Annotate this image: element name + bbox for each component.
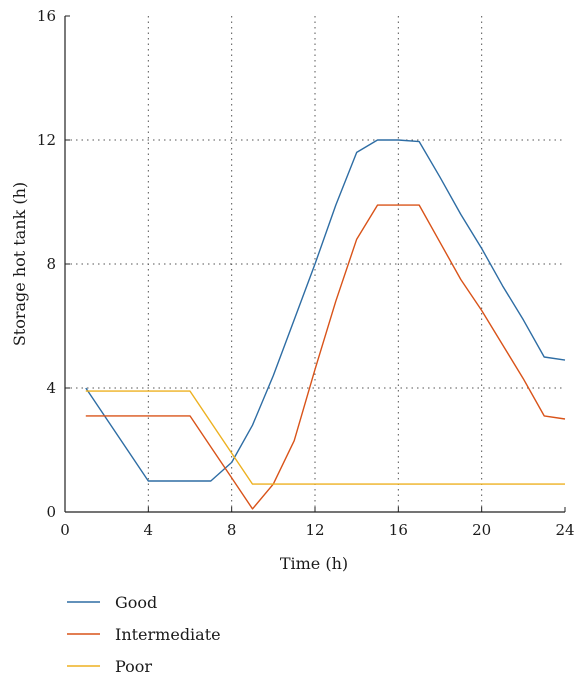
x-tick-label: 16	[389, 521, 408, 539]
x-tick-label: 8	[227, 521, 237, 539]
x-tick-label: 20	[472, 521, 491, 539]
legend: Good Intermediate Poor	[67, 593, 221, 676]
series-layer	[85, 139, 566, 510]
x-tick-label: 12	[305, 521, 324, 539]
legend-label-good: Good	[115, 593, 157, 612]
x-axis-title: Time (h)	[280, 554, 348, 573]
legend-item-good: Good	[67, 593, 157, 612]
x-tick-label: 4	[144, 521, 154, 539]
x-tick-label: 0	[60, 521, 70, 539]
x-tick-label: 24	[555, 521, 574, 539]
y-tick-label: 12	[37, 131, 56, 149]
series-line-intermediate	[85, 204, 566, 510]
legend-label-poor: Poor	[115, 657, 152, 676]
ticks-layer: 0 4 8 12 16 20 24 0 4 8 12 16	[37, 7, 575, 539]
legend-label-intermediate: Intermediate	[115, 625, 221, 644]
y-tick-label: 4	[46, 379, 56, 397]
y-axis-title: Storage hot tank (h)	[10, 182, 29, 346]
y-tick-label: 8	[46, 255, 56, 273]
y-tick-label: 16	[37, 7, 56, 25]
y-tick-label: 0	[46, 503, 56, 521]
legend-item-poor: Poor	[67, 657, 152, 676]
series-line-poor	[85, 390, 565, 485]
series-line-good	[85, 139, 566, 482]
legend-item-intermediate: Intermediate	[67, 625, 221, 644]
